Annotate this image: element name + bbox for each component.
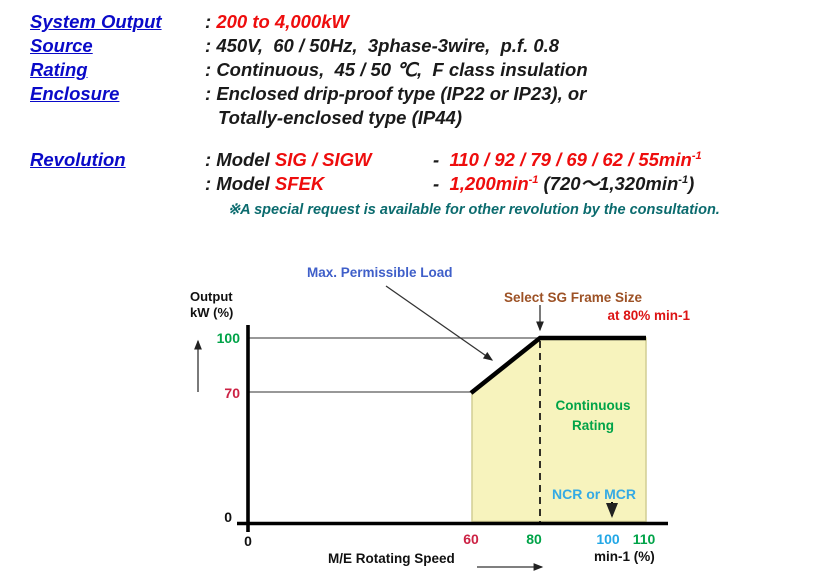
colon: :	[205, 59, 217, 80]
max-load-leader-arrow	[385, 285, 494, 361]
spec-row-enclosure-2: Totally-enclosed type (IP44)	[30, 106, 820, 130]
x-tick-110: 110	[632, 531, 656, 547]
spec-value-source: : 450V, 60 / 50Hz, 3phase-3wire, p.f. 0.…	[205, 34, 559, 58]
enclosure-value: Enclosed drip-proof type (IP22 or IP23),…	[216, 83, 587, 104]
superscript-minus-1: -1	[691, 149, 702, 162]
revolution-values-sig: 110 / 92 / 79 / 69 / 62 / 55min	[449, 149, 692, 170]
y-tick-0: 0	[224, 509, 232, 525]
spec-value-enclosure-2: Totally-enclosed type (IP44)	[218, 106, 462, 130]
system-output-value: 200 to 4,000kW	[216, 11, 349, 32]
spec-row-source: Source : 450V, 60 / 50Hz, 3phase-3wire, …	[30, 34, 820, 58]
source-value: 450V, 60 / 50Hz, 3phase-3wire, p.f. 0.8	[216, 35, 560, 56]
spec-value-revolution-2: : Model SFEK - 1,200min-1 (720～1,320min-1…	[205, 172, 694, 196]
model-name-sig-sigw: SIG / SIGW	[274, 149, 372, 170]
colon: :	[205, 35, 217, 56]
revolution-range-sfek: (720～1,320min	[538, 173, 679, 194]
spec-label-system-output: System Output	[30, 10, 205, 34]
spec-label-enclosure: Enclosure	[30, 82, 205, 106]
colon: :	[205, 83, 217, 104]
spec-label-text: Source	[30, 35, 93, 56]
select-sg-frame-size-label: Select SG Frame Size	[504, 290, 643, 305]
special-request-note: ※A special request is available for othe…	[228, 202, 720, 218]
spec-label-text: System Output	[30, 11, 162, 32]
ncr-mcr-label: NCR or MCR	[552, 486, 636, 502]
colon: :	[205, 11, 217, 32]
y-axis-title-line1: Output	[190, 289, 233, 304]
spec-value-rating: : Continuous, 45 / 50 ℃, F class insulat…	[205, 58, 588, 82]
model-cell: : Model SIG / SIGW	[205, 148, 433, 172]
spec-row-system-output: System Output : 200 to 4,000kW	[30, 10, 820, 34]
spec-row-revolution-1: Revolution : Model SIG / SIGW - 110 / 92 …	[30, 148, 820, 172]
y-axis-title: Output kW (%)	[190, 289, 233, 321]
dash: -	[433, 149, 450, 170]
paren-close: )	[688, 173, 695, 194]
max-permissible-load-line	[469, 335, 646, 395]
x-tick-60: 60	[463, 531, 479, 547]
continuous-rating-line1: Continuous	[555, 398, 631, 413]
spec-label-source: Source	[30, 34, 205, 58]
x-tick-80: 80	[526, 531, 542, 547]
x-tick-100: 100	[596, 531, 620, 547]
model-prefix: : Model	[205, 173, 275, 194]
at-80-percent-label: at 80% min-1	[607, 308, 690, 323]
spec-label-text: Rating	[30, 59, 88, 80]
spec-value-system-output: : 200 to 4,000kW	[205, 10, 349, 34]
spec-label-text: Enclosure	[30, 83, 120, 104]
spec-label-revolution: Revolution	[30, 148, 205, 172]
model-name-sfek: SFEK	[274, 173, 325, 194]
spec-label-rating: Rating	[30, 58, 205, 82]
spec-label-text: Revolution	[30, 149, 126, 170]
max-permissible-load-label: Max. Permissible Load	[307, 265, 453, 280]
y-tick-70: 70	[224, 385, 240, 401]
rating-value: Continuous, 45 / 50 ℃, F class insulatio…	[216, 59, 588, 80]
model-cell: : Model SFEK	[205, 172, 433, 196]
x-axis-unit: min-1 (%)	[594, 549, 655, 564]
spec-row-revolution-2: : Model SFEK - 1,200min-1 (720～1,320min-1…	[30, 172, 820, 196]
spec-row-enclosure: Enclosure : Enclosed drip-proof type (IP…	[30, 82, 820, 106]
y-axis-title-line2: kW (%)	[190, 305, 234, 320]
dash: -	[433, 173, 450, 194]
superscript-minus-1: -1	[678, 173, 689, 186]
x-axis-title: M/E Rotating Speed	[328, 551, 455, 566]
revolution-value-sfek: 1,200min	[449, 173, 529, 194]
spec-row-rating: Rating : Continuous, 45 / 50 ℃, F class …	[30, 58, 820, 82]
continuous-rating-line2: Rating	[572, 418, 614, 433]
enclosure-value-2: Totally-enclosed type (IP44)	[218, 107, 462, 128]
spec-value-revolution-1: : Model SIG / SIGW - 110 / 92 / 79 / 69 /…	[205, 148, 702, 172]
x-tick-0: 0	[244, 533, 252, 549]
y-tick-100: 100	[216, 330, 240, 346]
spec-block: System Output : 200 to 4,000kW Source : …	[30, 10, 820, 220]
spec-value-enclosure: : Enclosed drip-proof type (IP22 or IP23…	[205, 82, 586, 106]
model-prefix: : Model	[205, 149, 275, 170]
superscript-minus-1: -1	[528, 173, 539, 186]
continuous-rating-label: Continuous Rating	[545, 396, 641, 436]
